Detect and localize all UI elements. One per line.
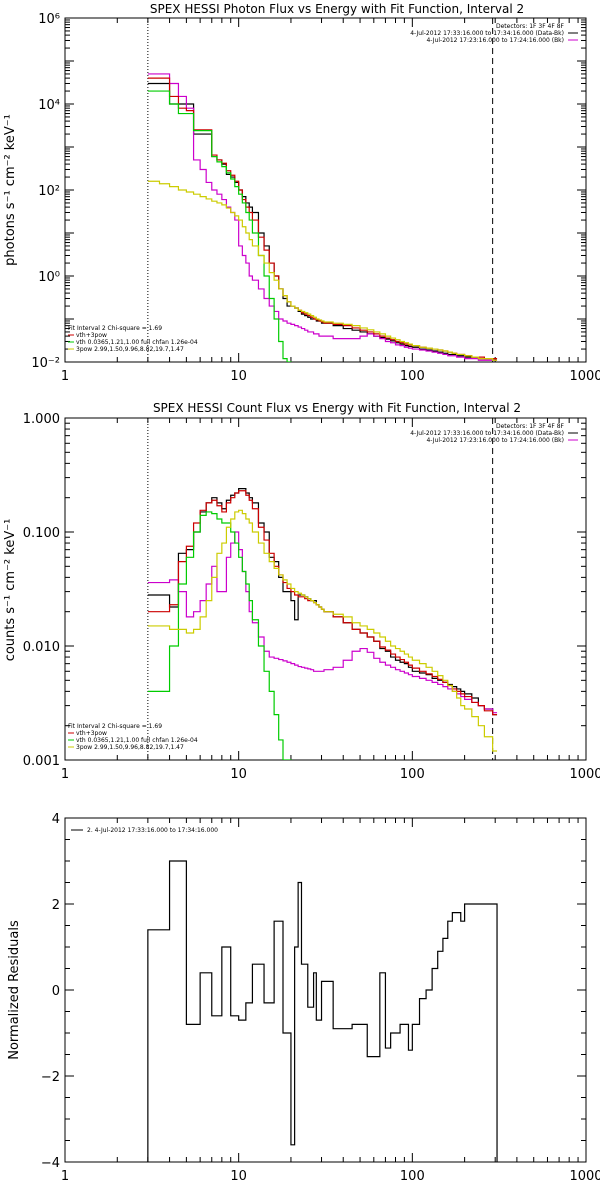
photon-flux-ytick-label: 10⁴	[38, 98, 60, 113]
count-flux-xtick-label: 1000	[569, 767, 600, 782]
photon-flux-legend-top-text: Detectors: 1F 3F 4F 8F	[496, 23, 565, 30]
count-flux-xtick-label: 100	[400, 767, 425, 782]
count-flux-ytick-label: 0.100	[23, 526, 60, 541]
residuals-ytick-label: −2	[41, 1070, 60, 1085]
count-flux-series-group	[147, 488, 498, 760]
count-flux-legend-bottom-text: vth+3pow	[76, 730, 107, 737]
residuals-panel: Normalized Residuals 1 10 100 1000 −4 −2 0 2 4 2.…	[7, 812, 600, 1184]
photon-flux-series-group	[147, 73, 498, 362]
count-flux-legend-bottom-text: vth 0.0365,1.21,1.00 full chfan 1.26e-04	[76, 737, 198, 744]
residuals-legend-top-text: 2. 4-Jul-2012 17:33:16.000 to 17:34:16.0…	[87, 827, 218, 834]
residuals-ytick-label: 0	[52, 984, 60, 999]
count-flux-xtick-label: 10	[230, 767, 247, 782]
photon-flux-series-1	[147, 73, 498, 361]
count-flux-ylabel: counts s⁻¹ cm⁻² keV⁻¹	[3, 519, 18, 662]
photon-flux-xtick-label: 100	[400, 369, 425, 384]
photon-flux-panel: SPEX HESSI Photon Flux vs Energy with Fi…	[3, 2, 600, 384]
photon-flux-plot: 1 10 100 1000 10⁻² 10⁰ 10² 10⁴ 10⁶ Detectors: 1F …	[31, 12, 600, 384]
photon-flux-legend-bottom-text: vth 0.0365,1.21,1.00 full chfan 1.26e-04	[76, 339, 198, 346]
residuals-ylabel: Normalized Residuals	[7, 920, 22, 1060]
photon-flux-legend-bottom-text: 3pow 2.99,1.50,9.96,8.82,19.7,1.47	[76, 346, 184, 353]
photon-flux-legend-bottom-text: vth+3pow	[76, 332, 107, 339]
count-flux-ytick-label: 0.001	[23, 754, 60, 769]
count-flux-title: SPEX HESSI Count Flux vs Energy with Fit…	[153, 401, 521, 415]
count-flux-frame	[64, 417, 587, 761]
photon-flux-legend-top-text: 4-Jul-2012 17:33:16.000 to 17:34:16.000 …	[410, 30, 564, 37]
count-flux-legend-top-text: 4-Jul-2012 17:33:16.000 to 17:34:16.000 …	[410, 430, 564, 437]
photon-flux-series-4	[147, 180, 498, 361]
count-flux-legend-bottom-text: Fit Interval 2 Chi-square = 1.69	[68, 723, 162, 730]
residuals-xtick-label: 1	[61, 1169, 69, 1184]
count-flux-series-3	[147, 511, 292, 760]
residuals-ytick-label: 2	[52, 898, 60, 913]
residuals-plot: 1 10 100 1000 −4 −2 0 2 4 2. 4-Jul-2012 17:33:16.…	[41, 812, 600, 1184]
residuals-series-0	[147, 860, 498, 1162]
count-flux-xtick-label: 1	[61, 767, 69, 782]
count-flux-series-4	[147, 509, 498, 752]
count-flux-series-1	[147, 531, 498, 714]
photon-flux-ytick-label: 10²	[38, 184, 60, 199]
photon-flux-series-3	[147, 90, 292, 362]
count-flux-ytick-label: 0.010	[23, 640, 60, 655]
photon-flux-ytick-label: 10⁻²	[31, 356, 60, 371]
photon-flux-legend-top-text: 4-Jul-2012 17:23:16.000 to 17:24:16.000 …	[426, 37, 564, 44]
residuals-xtick-label: 10	[230, 1169, 247, 1184]
residuals-xtick-label: 100	[400, 1169, 425, 1184]
count-flux-plot: 1 10 100 1000 0.001 0.010 0.100 1.000 Detectors:…	[23, 412, 600, 782]
count-flux-legend-bottom-text: 3pow 2.99,1.50,9.96,8.82,19.7,1.47	[76, 744, 184, 751]
count-flux-legend-top-text: 4-Jul-2012 17:23:16.000 to 17:24:16.000 …	[426, 437, 564, 444]
photon-flux-title: SPEX HESSI Photon Flux vs Energy with Fi…	[150, 2, 524, 16]
photon-flux-ytick-label: 10⁰	[38, 270, 60, 285]
photon-flux-xtick-label: 10	[230, 369, 247, 384]
photon-flux-series-0	[147, 82, 498, 360]
count-flux-panel: SPEX HESSI Count Flux vs Energy with Fit…	[3, 401, 600, 782]
photon-flux-xtick-label: 1000	[569, 369, 600, 384]
photon-flux-ytick-label: 10⁶	[38, 12, 60, 27]
count-flux-ytick-label: 1.000	[23, 412, 60, 427]
residuals-xtick-label: 1000	[569, 1169, 600, 1184]
photon-flux-xtick-label: 1	[61, 369, 69, 384]
residuals-ytick-label: 4	[52, 812, 60, 827]
photon-flux-legend-bottom-text: Fit Interval 2 Chi-square = 1.69	[68, 325, 162, 332]
count-flux-legend-top-text: Detectors: 1F 3F 4F 8F	[496, 423, 565, 430]
residuals-series-group	[147, 860, 498, 1162]
photon-flux-ylabel: photons s⁻¹ cm⁻² keV⁻¹	[3, 114, 18, 266]
residuals-ytick-label: −4	[41, 1156, 60, 1171]
